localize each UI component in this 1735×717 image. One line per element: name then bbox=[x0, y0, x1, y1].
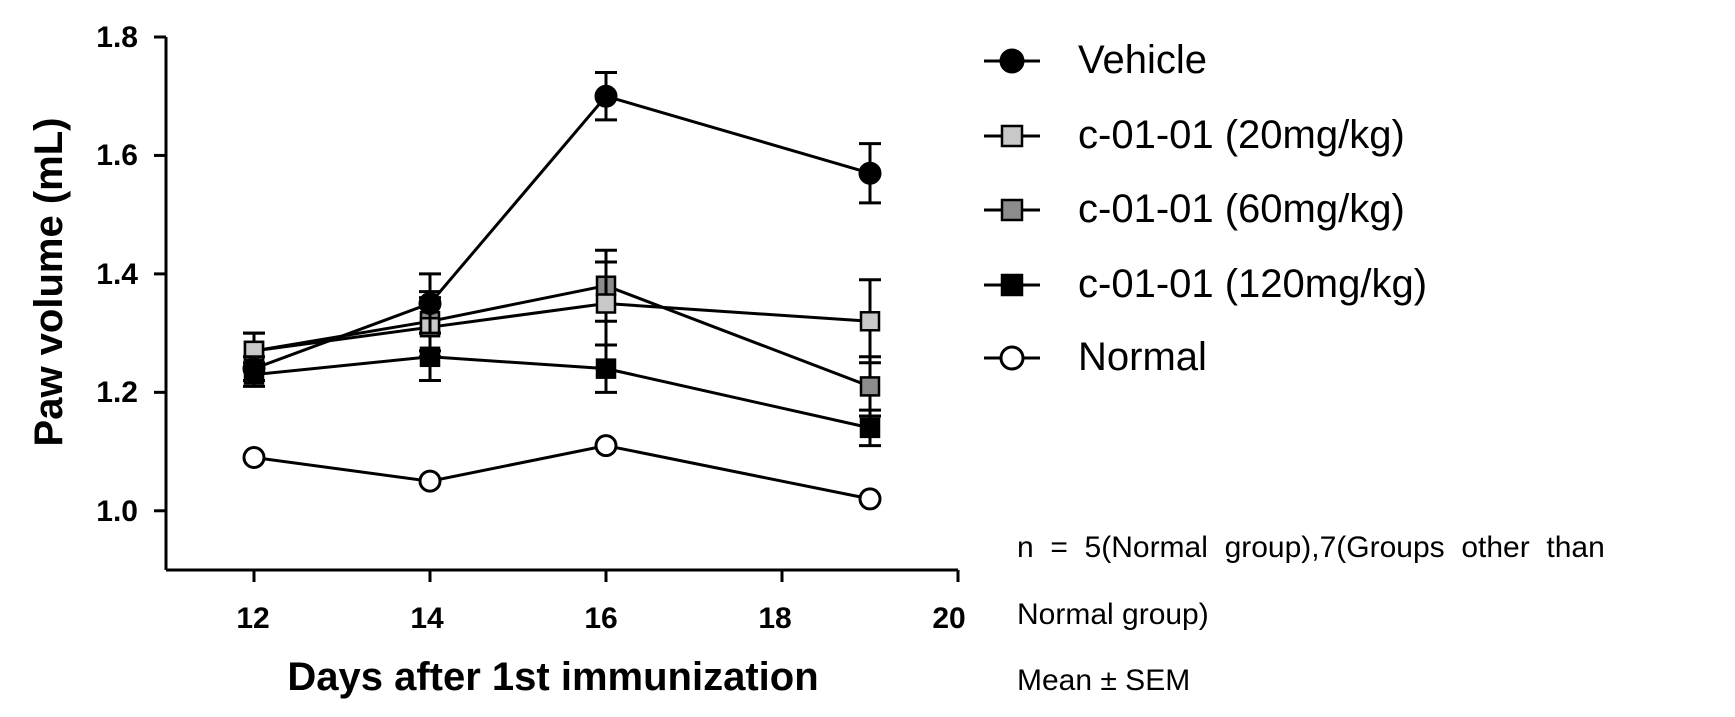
y-tick-label: 1.6 bbox=[96, 139, 138, 172]
y-tick-label: 1.0 bbox=[96, 495, 138, 528]
series-line bbox=[253, 94, 871, 371]
legend-marker bbox=[999, 345, 1025, 371]
legend-label-60mg: c-01-01 (60mg/kg) bbox=[1078, 187, 1405, 231]
data-point bbox=[859, 417, 881, 439]
data-point bbox=[242, 357, 266, 381]
series-line bbox=[253, 284, 871, 388]
data-point bbox=[418, 292, 442, 315]
x-axis-title: Days after 1st immunization bbox=[287, 655, 818, 699]
y-axis-title: Paw volume (mL) bbox=[27, 118, 71, 447]
series-2 bbox=[243, 248, 881, 418]
data-point bbox=[418, 469, 442, 493]
data-point bbox=[242, 445, 266, 469]
note-sample-size-cont: Normal group) bbox=[1017, 598, 1209, 631]
note-statistic: Mean ± SEM bbox=[1017, 664, 1190, 697]
x-tick-label: 20 bbox=[932, 602, 965, 635]
data-point bbox=[859, 376, 881, 397]
data-point bbox=[859, 311, 881, 332]
axes bbox=[154, 35, 960, 582]
data-point bbox=[858, 161, 882, 185]
series-3 bbox=[243, 331, 881, 448]
data-point bbox=[594, 434, 618, 458]
legend-label-normal: Normal bbox=[1078, 335, 1207, 379]
legend-label-20mg: c-01-01 (20mg/kg) bbox=[1078, 113, 1405, 157]
series-line bbox=[253, 355, 871, 430]
legend-marker bbox=[999, 48, 1025, 74]
y-tick-label: 1.8 bbox=[96, 21, 138, 54]
x-tick-label: 14 bbox=[410, 602, 444, 635]
series-line bbox=[253, 444, 871, 501]
series-line bbox=[253, 301, 871, 353]
x-tick-label: 12 bbox=[236, 602, 269, 635]
legend-label-120mg: c-01-01 (120mg/kg) bbox=[1078, 262, 1427, 306]
x-tick-label: 18 bbox=[758, 602, 791, 635]
legend-label-vehicle: Vehicle bbox=[1078, 38, 1207, 82]
series-layer bbox=[242, 71, 882, 511]
legend-marker bbox=[1000, 198, 1024, 222]
series-4 bbox=[242, 434, 882, 511]
data-point bbox=[858, 487, 882, 511]
note-sample-size: n = 5(Normal group),7(Groups other than bbox=[1017, 531, 1605, 564]
legend bbox=[984, 48, 1040, 371]
data-point bbox=[595, 293, 617, 314]
legend-marker bbox=[1000, 124, 1024, 148]
data-point bbox=[594, 84, 618, 108]
legend-marker bbox=[1000, 273, 1024, 297]
y-tick-label: 1.4 bbox=[96, 258, 138, 291]
y-tick-label: 1.2 bbox=[96, 376, 138, 409]
data-point bbox=[595, 358, 617, 379]
series-0 bbox=[242, 71, 882, 382]
x-tick-label: 16 bbox=[584, 602, 617, 635]
